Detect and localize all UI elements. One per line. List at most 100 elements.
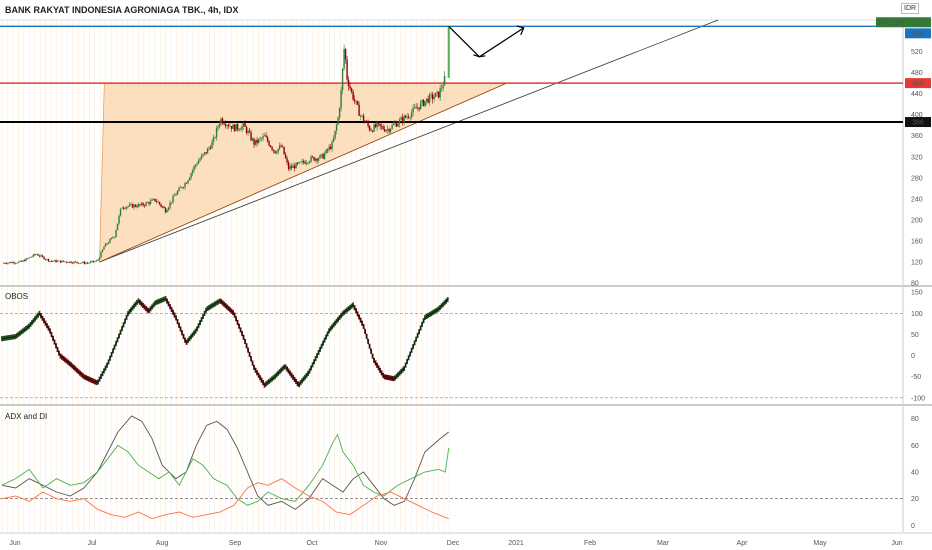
candle-body bbox=[431, 94, 434, 100]
candle-body bbox=[313, 157, 315, 161]
candle-body bbox=[115, 230, 117, 237]
candle-body bbox=[400, 117, 402, 120]
candle-body bbox=[185, 183, 188, 184]
candle-body bbox=[310, 156, 312, 162]
candle-body bbox=[124, 208, 126, 209]
candle-body bbox=[58, 260, 60, 262]
currency-badge[interactable]: IDR bbox=[901, 3, 920, 14]
chart-title: BANK RAKYAT INDONESIA AGRONIAGA TBK., 4h… bbox=[5, 5, 239, 15]
candle-body bbox=[397, 123, 399, 127]
candle-body bbox=[350, 88, 353, 92]
time-axis-label: 2021 bbox=[508, 540, 524, 547]
candle-body bbox=[44, 259, 47, 260]
price-axis-tick: 360 bbox=[911, 133, 923, 140]
candle-body bbox=[245, 126, 248, 133]
candle-body bbox=[152, 198, 155, 200]
candle-body bbox=[40, 255, 42, 257]
candle-body bbox=[59, 260, 62, 263]
candle-body bbox=[304, 162, 306, 164]
price-axis-tick: 240 bbox=[911, 196, 923, 203]
candle-body bbox=[62, 260, 65, 262]
candle-body bbox=[238, 129, 240, 130]
level-badge-386: 386 bbox=[912, 120, 924, 127]
obos-axis-tick: -100 bbox=[911, 395, 925, 402]
candle-body bbox=[373, 124, 375, 132]
candle-body bbox=[56, 260, 59, 263]
candle-body bbox=[149, 200, 152, 204]
candle-body bbox=[250, 132, 252, 141]
candle-body bbox=[134, 204, 137, 207]
candle-body bbox=[404, 115, 407, 118]
candle-body bbox=[97, 259, 99, 261]
candle-body bbox=[167, 207, 170, 211]
candle-body bbox=[53, 260, 56, 262]
candle-body bbox=[361, 115, 363, 117]
obos-bar bbox=[1, 336, 3, 342]
candle-body bbox=[28, 257, 30, 259]
candle-body bbox=[347, 79, 350, 87]
level-badge-460: 460 bbox=[912, 81, 924, 88]
candle-body bbox=[235, 124, 237, 132]
adx-axis-tick: 80 bbox=[911, 416, 919, 423]
candle-body bbox=[61, 260, 63, 263]
candle-body bbox=[197, 160, 200, 164]
candle-body bbox=[236, 124, 239, 130]
candle-body bbox=[148, 202, 150, 204]
candle-body bbox=[362, 115, 365, 122]
candle-body bbox=[170, 202, 173, 203]
candle-body bbox=[2, 262, 5, 264]
candle-body bbox=[89, 261, 92, 263]
candle-body bbox=[184, 183, 186, 188]
candle-body bbox=[128, 204, 131, 207]
candle-body bbox=[122, 207, 125, 209]
candle-body bbox=[421, 100, 423, 103]
candle-body bbox=[392, 124, 395, 126]
candle-body bbox=[412, 107, 414, 113]
obos-axis-tick: 100 bbox=[911, 311, 923, 318]
candle-body bbox=[307, 162, 309, 164]
candle-body bbox=[37, 254, 39, 256]
candle-body bbox=[428, 94, 431, 103]
price-axis-tick: 320 bbox=[911, 154, 923, 161]
candle-body bbox=[353, 99, 356, 101]
candle-body bbox=[227, 125, 230, 127]
candle-body bbox=[43, 256, 45, 260]
candle-body bbox=[82, 261, 84, 263]
percent-badge-bg bbox=[876, 17, 905, 28]
candle-body bbox=[410, 112, 413, 118]
time-axis-label: Jul bbox=[88, 540, 97, 547]
candle-body bbox=[151, 199, 153, 201]
candle-body bbox=[391, 125, 393, 129]
candle-body bbox=[314, 158, 317, 161]
candle-body bbox=[182, 187, 185, 188]
candle-body bbox=[388, 129, 390, 132]
candle-body bbox=[380, 125, 383, 127]
candle-body bbox=[118, 215, 120, 224]
price-axis-tick: 480 bbox=[911, 70, 923, 77]
candle-body bbox=[320, 154, 323, 156]
candle-body bbox=[110, 237, 113, 240]
candle-body bbox=[248, 131, 251, 133]
candle-body bbox=[268, 141, 270, 146]
time-axis-label: Aug bbox=[156, 540, 169, 547]
candle-body bbox=[311, 156, 314, 158]
candle-body bbox=[20, 260, 23, 262]
candle-body bbox=[202, 154, 204, 156]
candle-body bbox=[74, 261, 77, 263]
candle-body bbox=[179, 187, 182, 189]
candle-body bbox=[157, 201, 159, 203]
candle-body bbox=[322, 154, 324, 159]
candle-body bbox=[389, 128, 392, 132]
candle-body bbox=[323, 153, 326, 159]
candle-body bbox=[107, 242, 110, 244]
candle-body bbox=[368, 125, 371, 131]
candle-body bbox=[193, 166, 195, 171]
projection-arrowhead bbox=[516, 25, 525, 36]
price-axis-tick: 120 bbox=[911, 259, 923, 266]
candle-body bbox=[164, 208, 167, 213]
triangle-lower-edge bbox=[99, 82, 507, 263]
level-badge-570: 570 bbox=[912, 20, 924, 27]
candle-body bbox=[76, 261, 78, 263]
price-axis-tick: 200 bbox=[911, 217, 923, 224]
